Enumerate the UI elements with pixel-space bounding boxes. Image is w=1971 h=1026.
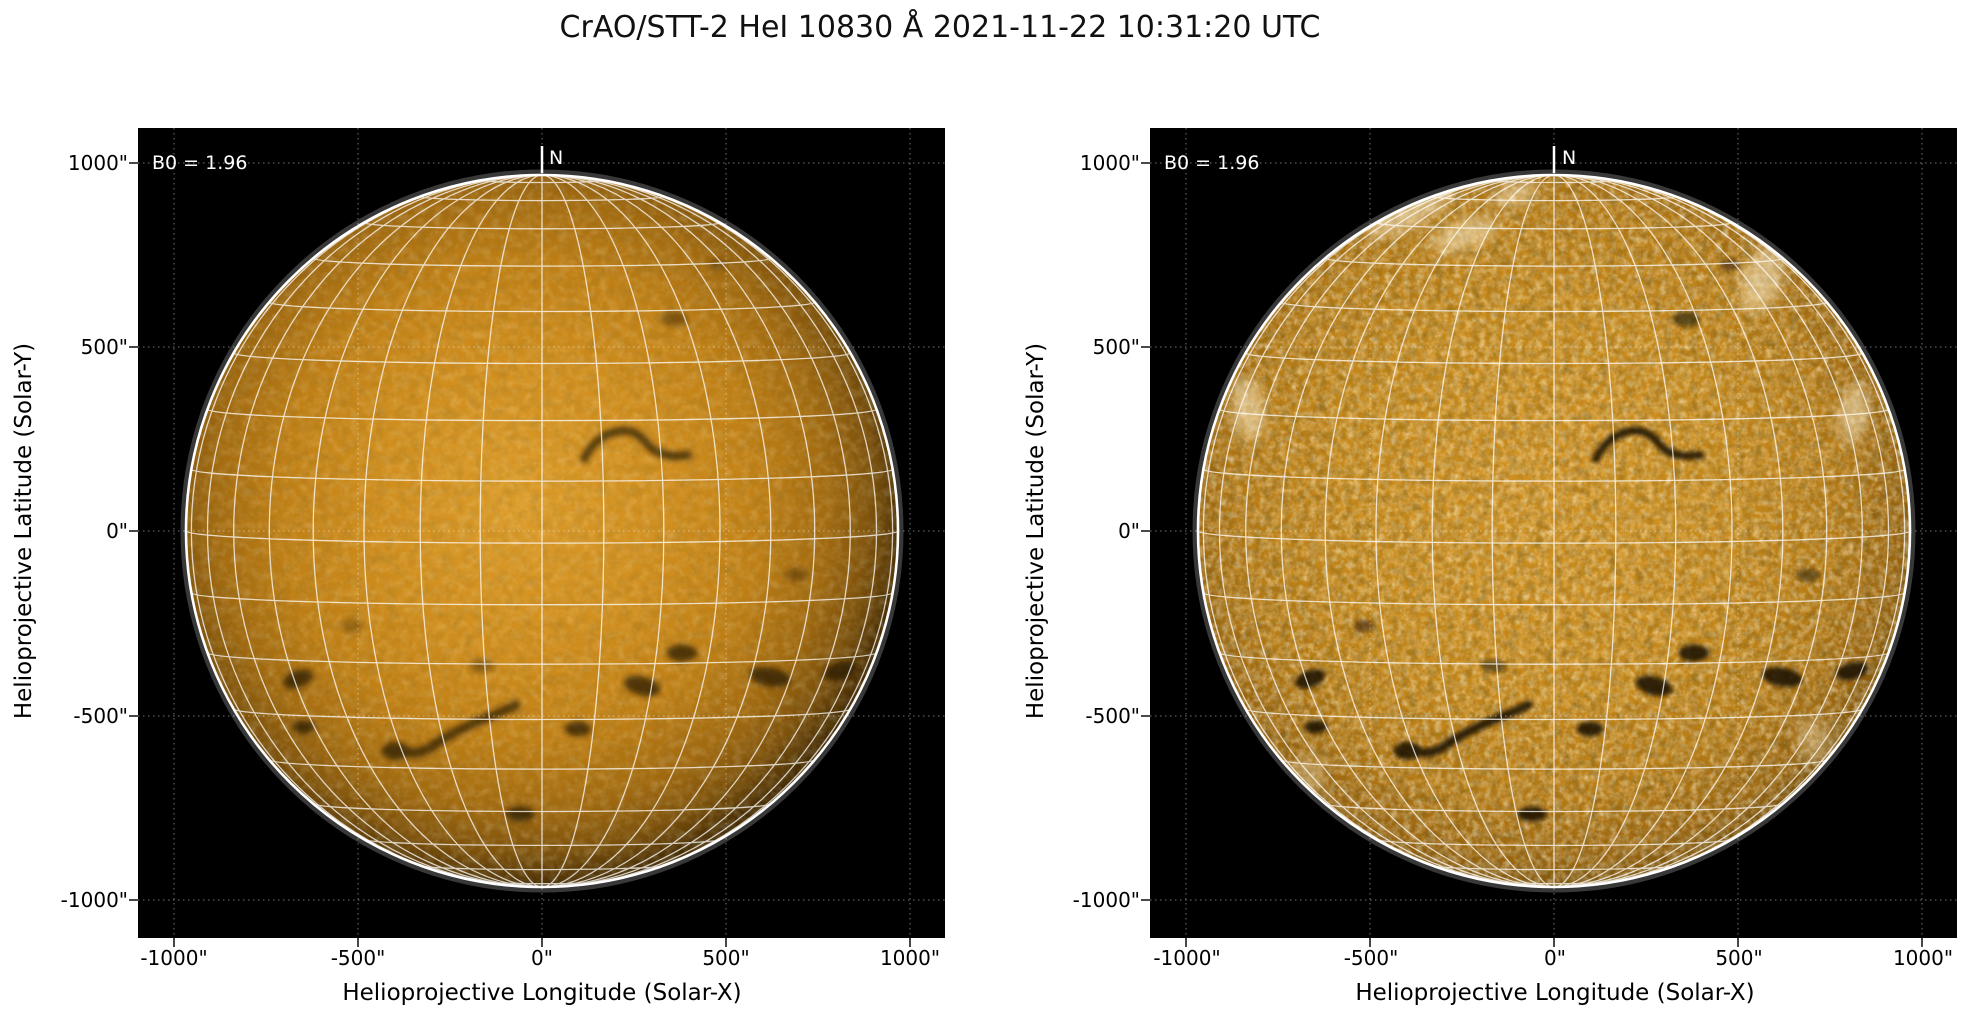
xtick-right-m1000: -1000": [1153, 946, 1221, 970]
ytick-left-0: 0": [106, 519, 128, 543]
b0-annotation-left: B0 = 1.96: [152, 152, 248, 174]
figure-title: CrAO/STT-2 HeI 10830 Å 2021-11-22 10:31:…: [559, 10, 1321, 45]
ytick-left-500: 500": [80, 335, 128, 359]
filament-features: [283, 259, 857, 822]
ytick-left-1000: 1000": [67, 151, 128, 175]
xtick-left-1000: 1000": [879, 946, 941, 970]
right-solar-disk: [1192, 169, 1916, 893]
filament-features: [1295, 259, 1869, 822]
xlabel-left: Helioprojective Longitude (Solar-X): [342, 980, 742, 1006]
limb-circle: [1196, 173, 1912, 889]
right-solar-map: [1141, 128, 1957, 947]
xtick-right-0: 0": [1544, 946, 1566, 970]
xtick-left-m500: -500": [330, 946, 386, 970]
ytick-right-0: 0": [1118, 519, 1140, 543]
limb-circle: [184, 173, 900, 889]
xtick-left-0: 0": [531, 946, 553, 970]
north-label-right: N: [1562, 147, 1577, 169]
xtick-right-1000: 1000": [1892, 946, 1954, 970]
ytick-right-m500: -500": [1085, 704, 1140, 728]
ytick-left-m500: -500": [73, 704, 128, 728]
ylabel-left: Helioprojective Latitude (Solar-Y): [11, 342, 37, 720]
xtick-left-500: 500": [702, 946, 750, 970]
left-solar-map: [129, 128, 945, 947]
xtick-right-500: 500": [1715, 946, 1763, 970]
ytick-left-m1000: -1000": [60, 888, 128, 912]
axis-ticks: [1141, 162, 1923, 947]
xtick-right-m500: -500": [1343, 946, 1399, 970]
ylabel-right: Helioprojective Latitude (Solar-Y): [1023, 342, 1049, 720]
ytick-right-1000: 1000": [1079, 151, 1140, 175]
north-label-left: N: [549, 147, 564, 169]
axis-ticks: [129, 162, 911, 947]
xlabel-right: Helioprojective Longitude (Solar-X): [1355, 980, 1755, 1006]
ytick-right-m1000: -1000": [1072, 888, 1140, 912]
b0-annotation-right: B0 = 1.96: [1164, 152, 1260, 174]
dotted-gridlines: [138, 128, 945, 938]
dotted-gridlines: [1150, 128, 1957, 938]
xtick-left-m1000: -1000": [140, 946, 208, 970]
ytick-right-500: 500": [1092, 335, 1140, 359]
left-solar-disk: [180, 169, 904, 893]
